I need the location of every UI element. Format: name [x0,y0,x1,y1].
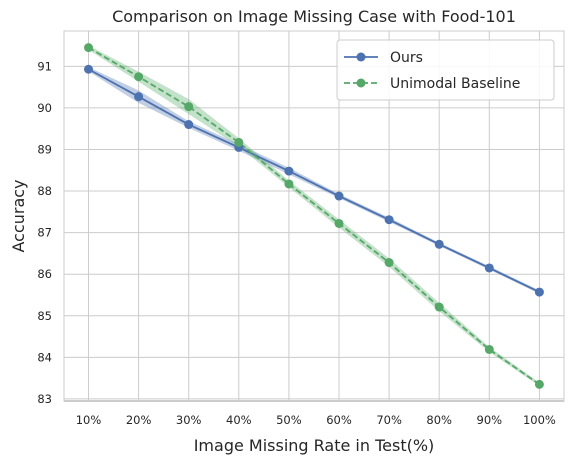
point-unimodal-baseline [384,258,394,268]
x-tick-label: 50% [276,413,302,427]
chart-title: Comparison on Image Missing Case with Fo… [112,7,516,26]
point-ours [484,263,494,273]
y-axis-label: Accuracy [9,179,28,252]
point-ours [434,239,444,249]
point-unimodal-baseline [434,302,444,312]
point-ours [134,92,144,102]
band-ours [88,67,540,294]
x-tick-label: 60% [326,413,352,427]
series-points [84,43,544,389]
x-tick-label: 20% [126,413,152,427]
y-tick-label: 89 [37,142,52,156]
point-unimodal-baseline [134,72,144,82]
x-tick-label: 30% [176,413,202,427]
point-ours [334,191,344,201]
y-tick-label: 83 [37,392,52,406]
point-unimodal-baseline [534,379,544,389]
point-unimodal-baseline [84,43,93,53]
line-ours [88,68,540,293]
x-tick-label: 80% [426,413,452,427]
legend-box [336,39,555,101]
line-unimodal-baseline [88,46,540,386]
x-tick-label: 70% [376,413,402,427]
x-tick-label: 10% [76,413,102,427]
x-tick-label: 100% [523,413,556,427]
point-unimodal-baseline [234,137,244,147]
y-tick-label: 90 [37,101,52,115]
y-tick-label: 91 [37,59,52,73]
series-lines [88,46,540,386]
point-unimodal-baseline [334,218,344,228]
x-tick-label: 90% [477,413,503,427]
y-tick-label: 86 [37,267,52,281]
point-unimodal-baseline [184,102,194,112]
point-ours [284,166,294,176]
y-tick-label: 84 [37,350,52,364]
legend: Ours Unimodal Baseline [336,39,555,101]
y-tick-label: 88 [37,184,52,198]
y-tick-labels: 83 84 85 86 87 88 89 90 91 [37,59,52,406]
point-unimodal-baseline [484,344,494,354]
legend-marker-unimodal-baseline [356,78,366,88]
point-unimodal-baseline [284,179,294,189]
x-axis-label: Image Missing Rate in Test(%) [194,436,435,455]
legend-label-ours: Ours [390,50,423,66]
legend-marker-ours [356,52,366,62]
y-tick-label: 85 [37,309,52,323]
legend-label-unimodal-baseline: Unimodal Baseline [390,76,520,92]
y-tick-label: 87 [37,226,52,240]
point-ours [384,215,394,225]
point-ours [84,64,93,74]
point-ours [534,287,544,297]
x-tick-labels: 10% 20% 30% 40% 50% 60% 70% 80% 90% 100% [76,413,556,427]
point-ours [184,120,194,130]
x-tick-label: 40% [226,413,252,427]
